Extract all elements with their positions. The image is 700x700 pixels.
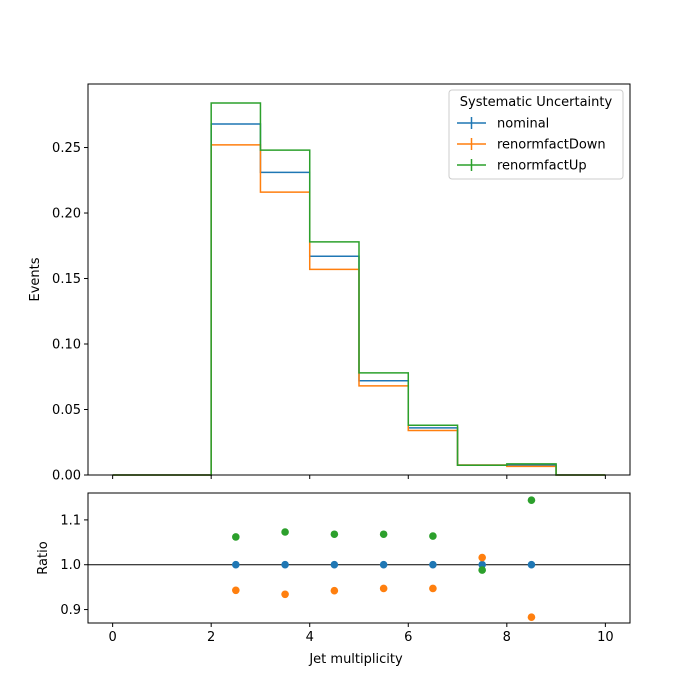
main-y-axis-label: Events (28, 257, 43, 301)
ratio-point-renormfactup (527, 496, 536, 504)
legend-entry-renormfactdown: renormfactDown (457, 138, 606, 153)
ratio-point-renormfactdown (478, 553, 486, 562)
x-axis-label: Jet multiplicity (308, 652, 403, 667)
ratio-plot-frame (87, 492, 631, 624)
ratio-point-renormfactup (281, 528, 289, 536)
ratio-point-renormfactdown (281, 590, 289, 599)
ratio-point-nominal (281, 560, 289, 569)
ratio-point-renormfactup (478, 566, 486, 574)
ratio-point-nominal (232, 560, 240, 569)
main-y-tick-label: 0.05 (52, 403, 81, 418)
main-y-tick-label: 0.25 (52, 141, 81, 156)
ratio-point-nominal (379, 560, 388, 569)
legend-label: renormfactUp (497, 159, 587, 174)
x-tick-label: 6 (404, 630, 412, 645)
main-y-tick-label: 0.20 (52, 207, 81, 222)
ratio-point-renormfactdown (379, 584, 388, 593)
legend: Systematic Uncertainty nominal renormfact… (448, 89, 624, 180)
ratio-y-tick-label: 0.9 (60, 603, 81, 618)
legend-label: renormfactDown (497, 138, 606, 153)
ratio-y-axis-label: Ratio (36, 541, 51, 574)
legend-label: nominal (497, 117, 549, 132)
legend-title: Systematic Uncertainty (460, 95, 613, 110)
ratio-point-renormfactdown (429, 584, 437, 593)
main-y-tick-label: 0.00 (52, 469, 81, 484)
ratio-y-tick-label: 1.1 (60, 513, 81, 528)
ratio-point-renormfactdown (330, 586, 339, 595)
main-plot-frame (87, 83, 631, 476)
ratio-point-renormfactup (330, 530, 339, 539)
x-tick-label: 2 (207, 630, 215, 645)
ratio-point-renormfactup (429, 532, 437, 540)
legend-entry-renormfactup: renormfactUp (457, 159, 587, 174)
x-tick-label: 10 (597, 630, 614, 645)
main-histogram-panel: 0.00 0.05 0.10 0.15 0.20 0.25 Events (28, 83, 631, 484)
ratio-point-renormfactup (379, 530, 388, 539)
hist-step-renormfactup (112, 102, 606, 476)
ratio-point-nominal (527, 560, 536, 569)
main-y-tick-label: 0.10 (52, 338, 81, 353)
ratio-panel: 0.9 1.0 1.1 0 2 4 6 8 10 Ratio Jet multiplicity (36, 492, 631, 667)
ratio-point-nominal (478, 560, 486, 569)
legend-entry-nominal: nominal (457, 117, 549, 132)
ratio-point-nominal (429, 560, 437, 569)
main-y-tick-label: 0.15 (52, 272, 81, 287)
legend-frame (448, 89, 624, 180)
x-tick-label: 4 (306, 630, 314, 645)
x-tick-label: 0 (108, 630, 116, 645)
ratio-point-nominal (330, 560, 339, 569)
ratio-point-renormfactdown (527, 613, 536, 621)
ratio-y-tick-label: 1.0 (60, 558, 81, 573)
x-tick-label: 8 (503, 630, 511, 645)
ratio-point-renormfactup (232, 533, 240, 541)
ratio-point-renormfactdown (232, 586, 240, 595)
